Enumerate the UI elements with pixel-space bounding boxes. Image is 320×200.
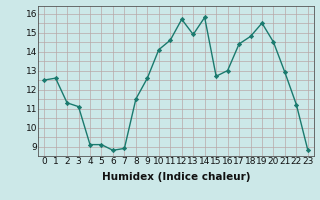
X-axis label: Humidex (Indice chaleur): Humidex (Indice chaleur) [102, 172, 250, 182]
